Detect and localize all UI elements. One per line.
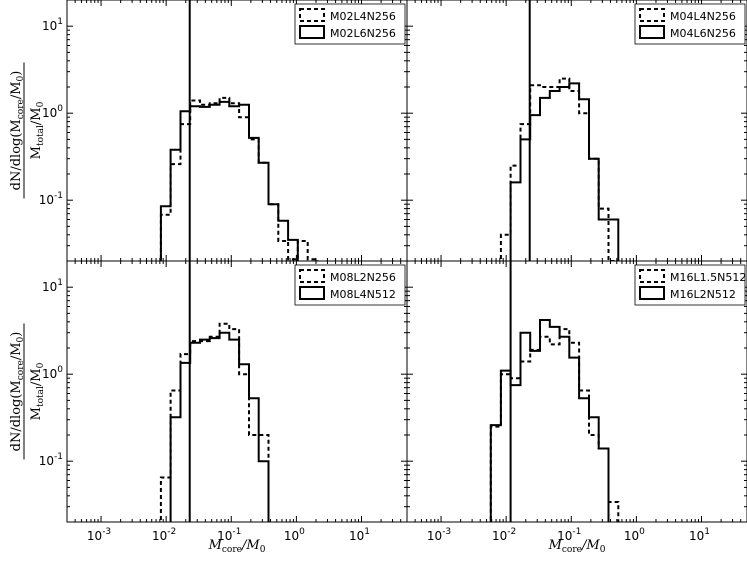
y-axis-label: dN/dlog(Mcore/M0)Mtotal/M0 <box>9 323 46 460</box>
legend-label: M02L4N256 <box>330 10 396 23</box>
series-M02L6N256 <box>159 100 299 261</box>
legend-swatch <box>639 269 665 283</box>
panel-top-right: M04L4N256 M04L6N256 <box>406 0 747 262</box>
x-tick-label: 10-3 <box>87 527 111 543</box>
series-M02L4N256 <box>159 96 319 261</box>
y-tick-label: 10-1 <box>39 452 63 468</box>
x-tick-label: 10-2 <box>152 527 176 543</box>
x-axis-label: Mcore/M0 <box>548 538 606 555</box>
x-tick-label: 10-3 <box>427 527 451 543</box>
legend-swatch <box>299 25 325 39</box>
series-M08L4N512 <box>169 331 270 522</box>
x-tick-label: 10-1 <box>557 527 581 543</box>
plot-area <box>489 261 620 522</box>
legend: M04L4N256 M04L6N256 <box>634 3 746 45</box>
y-label-denominator: Mtotal/M0 <box>29 362 46 420</box>
legend-label: M16L2N512 <box>670 288 736 301</box>
legend: M08L2N256 M08L4N512 <box>294 264 406 306</box>
y-label-denominator: Mtotal/M0 <box>29 101 46 159</box>
y-axis-label: dN/dlog(Mcore/M0)Mtotal/M0 <box>9 62 46 199</box>
legend-swatch <box>299 286 325 300</box>
series-M16L2N512 <box>489 319 610 522</box>
legend-label: M02L6N256 <box>330 27 396 40</box>
x-axis-label: Mcore/M0 <box>208 538 266 555</box>
legend: M16L1.5N512 M16L2N512 <box>634 264 746 306</box>
x-tick-label: 101 <box>689 527 710 543</box>
plot-area <box>159 261 270 522</box>
y-label-numerator: dN/dlog(Mcore/M0) <box>9 71 26 191</box>
legend-label: M08L2N256 <box>330 271 396 284</box>
legend-swatch <box>299 8 325 22</box>
y-axis-labels: dN/dlog(Mcore/M0)Mtotal/M0dN/dlog(Mcore/… <box>9 62 46 460</box>
legend-box <box>294 3 406 45</box>
x-tick-label: 100 <box>624 527 645 543</box>
y-tick-label: 100 <box>42 104 63 120</box>
legend-swatch <box>299 269 325 283</box>
y-label-numerator: dN/dlog(Mcore/M0) <box>9 332 26 452</box>
x-tick-label: 10-1 <box>217 527 241 543</box>
legend-swatch <box>639 286 665 300</box>
y-tick-label: 101 <box>42 278 63 294</box>
x-tick-label: 101 <box>349 527 370 543</box>
legend-label: M04L6N256 <box>670 27 736 40</box>
series-M04L6N256 <box>509 82 620 261</box>
plot-area <box>159 0 319 261</box>
panel-top-left: 10-1 100 101 M02L4N256 M02L6N256 <box>39 0 408 262</box>
legend-label: M08L4N512 <box>330 288 396 301</box>
y-tick-label: 10-1 <box>39 191 63 207</box>
series-M08L2N256 <box>159 322 270 522</box>
x-tick-label: 100 <box>284 527 305 543</box>
y-tick-label: 101 <box>42 17 63 33</box>
legend-swatch <box>639 8 665 22</box>
legend-label: M16L1.5N512 <box>670 271 746 284</box>
axes-frame <box>406 260 747 523</box>
legend: M02L4N256 M02L6N256 <box>294 3 406 45</box>
plot-area <box>499 0 620 261</box>
legend-swatch <box>639 25 665 39</box>
panel-bottom-right: 10-3 10-2 10-1 100 101 M16L1.5N512 M16L2N512 <box>406 260 747 543</box>
x-axis-labels: Mcore/M0 Mcore/M0 <box>208 538 606 555</box>
series-M04L4N256 <box>499 77 620 261</box>
x-tick-label: 10-2 <box>492 527 516 543</box>
y-tick-label: 100 <box>42 365 63 381</box>
legend-label: M04L4N256 <box>670 10 736 23</box>
